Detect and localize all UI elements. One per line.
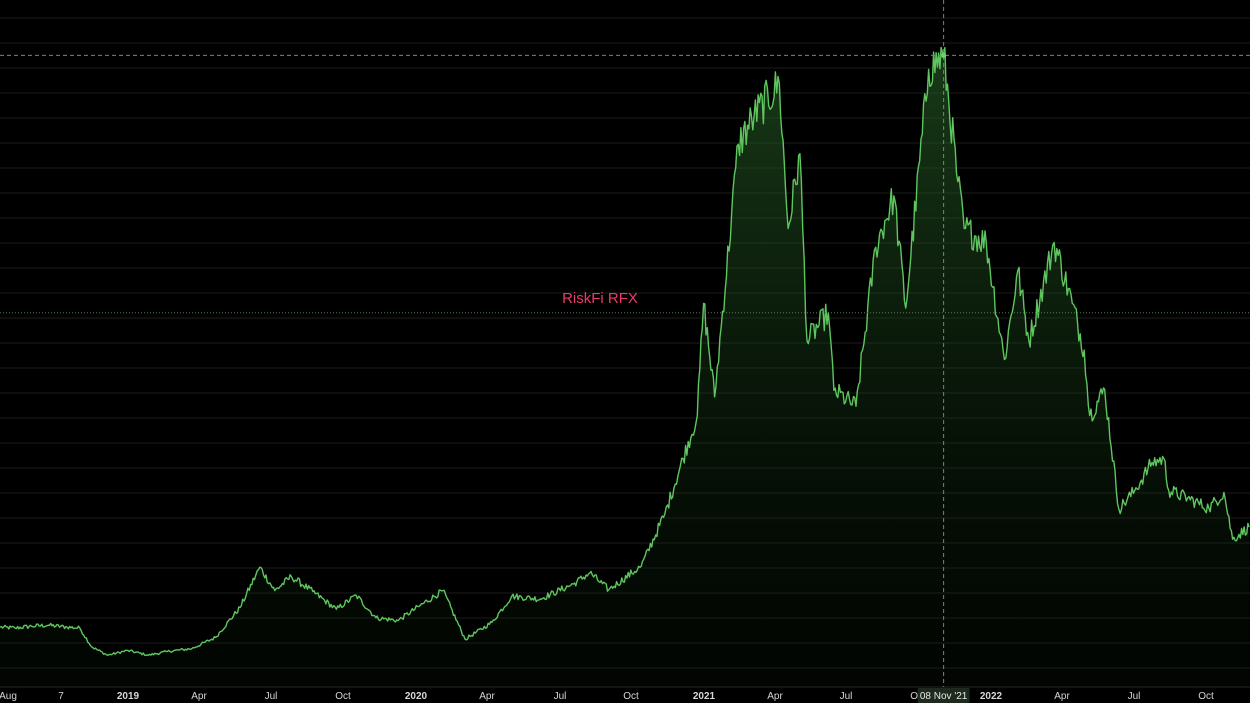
x-tick-label: Oct: [623, 691, 639, 702]
price-area: [0, 47, 1250, 687]
x-tick-label: Apr: [191, 691, 207, 702]
crosshair-date-badge: [917, 688, 970, 703]
area-fill-layer: [0, 47, 1250, 687]
crosshair-date-label: 08 Nov '21: [920, 691, 968, 702]
x-tick-label: Apr: [767, 691, 783, 702]
x-tick-label: Jul: [265, 691, 278, 702]
x-tick-label: 2022: [980, 691, 1003, 702]
x-tick-label: 2020: [405, 691, 428, 702]
price-line: [0, 46, 1250, 656]
price-line-layer: [0, 46, 1250, 656]
x-tick-label: 2019: [117, 691, 140, 702]
x-tick-label: Oct: [335, 691, 351, 702]
chart-watermark: RiskFi RFX: [562, 290, 638, 307]
crosshair: [0, 0, 1250, 687]
x-tick-label: Apr: [1054, 691, 1070, 702]
x-tick-label: Jul: [1128, 691, 1141, 702]
x-tick-label: 2021: [693, 691, 716, 702]
time-axis: Aug 7 2019 Apr Jul Oct 2020 Apr Jul Oct 2021 Apr Jul…: [0, 688, 1214, 703]
x-tick-label: Apr: [479, 691, 495, 702]
x-tick-label: Jul: [554, 691, 567, 702]
x-tick-label: Aug: [0, 691, 17, 702]
x-tick-label: 7: [58, 691, 64, 702]
ath-marker: [941, 52, 947, 58]
x-tick-label: Oct: [1198, 691, 1214, 702]
x-tick-label: Jul: [840, 691, 853, 702]
